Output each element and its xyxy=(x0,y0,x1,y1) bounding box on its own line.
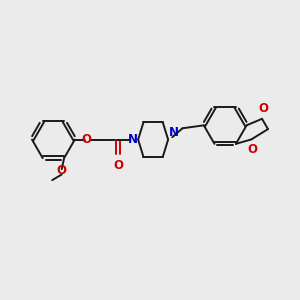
Text: N: N xyxy=(169,126,179,139)
Text: N: N xyxy=(128,133,138,146)
Text: O: O xyxy=(113,159,123,172)
Text: O: O xyxy=(258,102,268,115)
Text: O: O xyxy=(248,143,257,156)
Text: O: O xyxy=(81,133,91,146)
Text: O: O xyxy=(57,164,67,177)
